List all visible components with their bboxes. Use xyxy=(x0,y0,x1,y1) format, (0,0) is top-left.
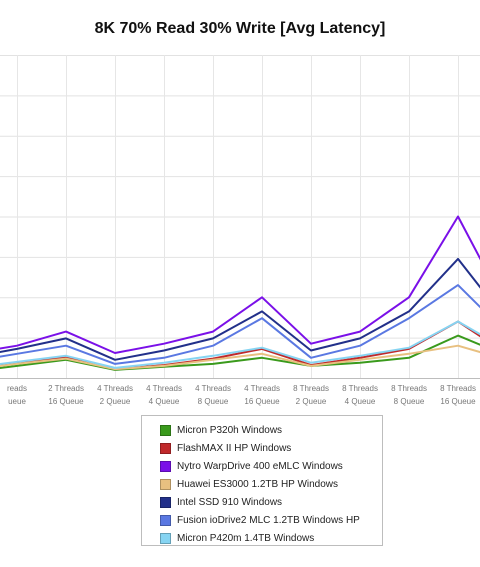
legend-item[interactable]: Huawei ES3000 1.2TB HP Windows xyxy=(160,475,382,493)
series-line-6 xyxy=(0,284,480,365)
x-tick-label: 4 Threads xyxy=(97,384,133,393)
legend-item[interactable]: Micron P420m 1.4TB Windows xyxy=(160,529,382,547)
legend-label: Intel SSD 910 Windows xyxy=(177,496,283,508)
legend-item[interactable]: Micron P320h Windows xyxy=(160,421,382,439)
legend-item[interactable]: Fusion ioDrive2 MLC 1.2TB Windows HP xyxy=(160,511,382,529)
series-line-1 xyxy=(0,334,480,371)
x-tick-label: 4 Threads xyxy=(244,384,280,393)
x-tick-label: 2 Queue xyxy=(296,397,327,406)
x-tick-label: 8 Queue xyxy=(198,397,229,406)
series-line-2 xyxy=(0,320,480,371)
legend-swatch xyxy=(160,514,171,526)
legend-label: FlashMAX II HP Windows xyxy=(177,442,292,454)
legend-item[interactable]: Intel SSD 910 Windows xyxy=(160,493,382,511)
x-tick-label: 16 Queue xyxy=(48,397,84,406)
legend-swatch xyxy=(160,478,171,490)
x-tick-label: 8 Threads xyxy=(440,384,476,393)
series-line-7 xyxy=(0,320,480,369)
legend-label: Micron P420m 1.4TB Windows xyxy=(177,532,315,544)
x-tick-label: reads xyxy=(7,384,27,393)
legend-swatch xyxy=(160,460,171,472)
legend-label: Fusion ioDrive2 MLC 1.2TB Windows HP xyxy=(177,514,360,526)
x-tick-label: 2 Queue xyxy=(100,397,131,406)
legend-label: Huawei ES3000 1.2TB HP Windows xyxy=(177,478,339,490)
legend-item[interactable]: FlashMAX II HP Windows xyxy=(160,439,382,457)
legend-swatch xyxy=(160,424,171,436)
series-line-3 xyxy=(0,215,480,354)
x-tick-label: 4 Threads xyxy=(195,384,231,393)
x-tick-label: 2 Threads xyxy=(48,384,84,393)
x-tick-label: 8 Threads xyxy=(342,384,378,393)
x-tick-label: 4 Queue xyxy=(149,397,180,406)
legend-swatch xyxy=(160,442,171,454)
x-tick-label: 16 Queue xyxy=(440,397,476,406)
x-tick-label: 16 Queue xyxy=(244,397,280,406)
legend-swatch xyxy=(160,532,171,544)
x-tick-label: ueue xyxy=(8,397,26,406)
x-tick-label: 4 Queue xyxy=(345,397,376,406)
series-line-5 xyxy=(0,257,480,361)
series-line-4 xyxy=(0,344,480,371)
legend-swatch xyxy=(160,496,171,508)
legend-item[interactable]: Nytro WarpDrive 400 eMLC Windows xyxy=(160,457,382,475)
legend-label: Micron P320h Windows xyxy=(177,424,283,436)
x-tick-label: 8 Threads xyxy=(391,384,427,393)
chart-title: 8K 70% Read 30% Write [Avg Latency] xyxy=(94,20,386,37)
chart-legend: Micron P320h Windows FlashMAX II HP Windo… xyxy=(141,415,383,546)
x-tick-label: 8 Queue xyxy=(394,397,425,406)
x-tick-label: 4 Threads xyxy=(146,384,182,393)
x-tick-label: 8 Threads xyxy=(293,384,329,393)
legend-label: Nytro WarpDrive 400 eMLC Windows xyxy=(177,460,343,472)
